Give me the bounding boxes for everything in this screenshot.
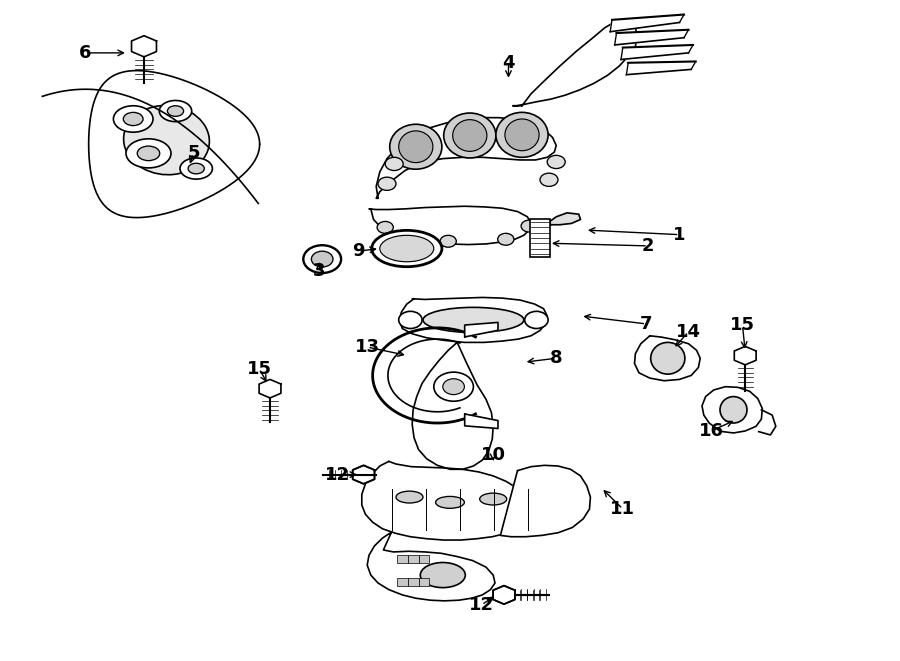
Polygon shape [412,342,493,469]
Text: 5: 5 [187,144,200,163]
Text: 2: 2 [642,237,654,255]
Circle shape [378,177,396,190]
Polygon shape [259,379,281,398]
Text: 8: 8 [550,349,562,368]
Text: 7: 7 [640,315,652,333]
Text: 15: 15 [730,316,755,334]
FancyBboxPatch shape [418,555,429,563]
Ellipse shape [180,158,212,179]
Ellipse shape [444,113,496,158]
Ellipse shape [453,120,487,151]
Polygon shape [353,465,374,484]
Polygon shape [400,297,547,342]
Ellipse shape [167,106,184,116]
Ellipse shape [372,230,442,267]
Circle shape [385,157,403,171]
Polygon shape [369,206,531,245]
Ellipse shape [651,342,685,374]
Text: 1: 1 [673,225,686,244]
Polygon shape [353,465,374,484]
Polygon shape [464,323,498,337]
Circle shape [311,251,333,267]
Text: 14: 14 [676,323,701,341]
Ellipse shape [496,112,548,157]
Ellipse shape [380,235,434,262]
Circle shape [540,173,558,186]
Text: 16: 16 [698,422,724,440]
Polygon shape [634,336,700,381]
Polygon shape [464,414,498,428]
Polygon shape [615,30,688,45]
FancyBboxPatch shape [408,555,418,563]
FancyBboxPatch shape [530,219,550,257]
Polygon shape [376,118,556,198]
Ellipse shape [399,131,433,163]
Ellipse shape [390,124,442,169]
Polygon shape [493,586,515,604]
Polygon shape [702,387,762,433]
Ellipse shape [113,106,153,132]
Polygon shape [493,586,515,604]
Polygon shape [549,213,580,225]
FancyBboxPatch shape [397,555,408,563]
Polygon shape [626,61,696,75]
Ellipse shape [137,146,160,161]
Text: 13: 13 [355,338,380,356]
Polygon shape [734,346,756,365]
Ellipse shape [480,493,507,505]
Circle shape [443,379,464,395]
Ellipse shape [420,563,465,588]
Polygon shape [367,532,495,601]
Text: 9: 9 [352,242,365,260]
Text: 12: 12 [469,596,494,614]
Circle shape [399,311,422,329]
Polygon shape [89,71,259,217]
Ellipse shape [123,112,143,126]
FancyBboxPatch shape [397,578,408,586]
Polygon shape [621,45,693,59]
Text: 10: 10 [481,446,506,464]
Text: 4: 4 [502,54,515,72]
Ellipse shape [505,119,539,151]
Circle shape [440,235,456,247]
Circle shape [303,245,341,273]
FancyBboxPatch shape [418,578,429,586]
Ellipse shape [436,496,464,508]
Polygon shape [513,20,637,106]
Text: 12: 12 [325,465,350,484]
Ellipse shape [396,491,423,503]
Text: 6: 6 [79,44,92,62]
Polygon shape [131,36,157,57]
Ellipse shape [188,163,204,174]
Polygon shape [500,465,590,537]
Ellipse shape [720,397,747,423]
Text: 11: 11 [610,500,635,518]
Circle shape [498,233,514,245]
Ellipse shape [126,139,171,168]
Ellipse shape [423,307,524,332]
FancyBboxPatch shape [408,578,418,586]
Ellipse shape [159,100,192,122]
Text: 3: 3 [313,262,326,280]
Circle shape [525,311,548,329]
Circle shape [547,155,565,169]
Polygon shape [610,15,684,32]
Circle shape [377,221,393,233]
Text: 15: 15 [247,360,272,378]
Polygon shape [362,461,527,540]
Ellipse shape [123,106,210,175]
Circle shape [521,220,537,232]
